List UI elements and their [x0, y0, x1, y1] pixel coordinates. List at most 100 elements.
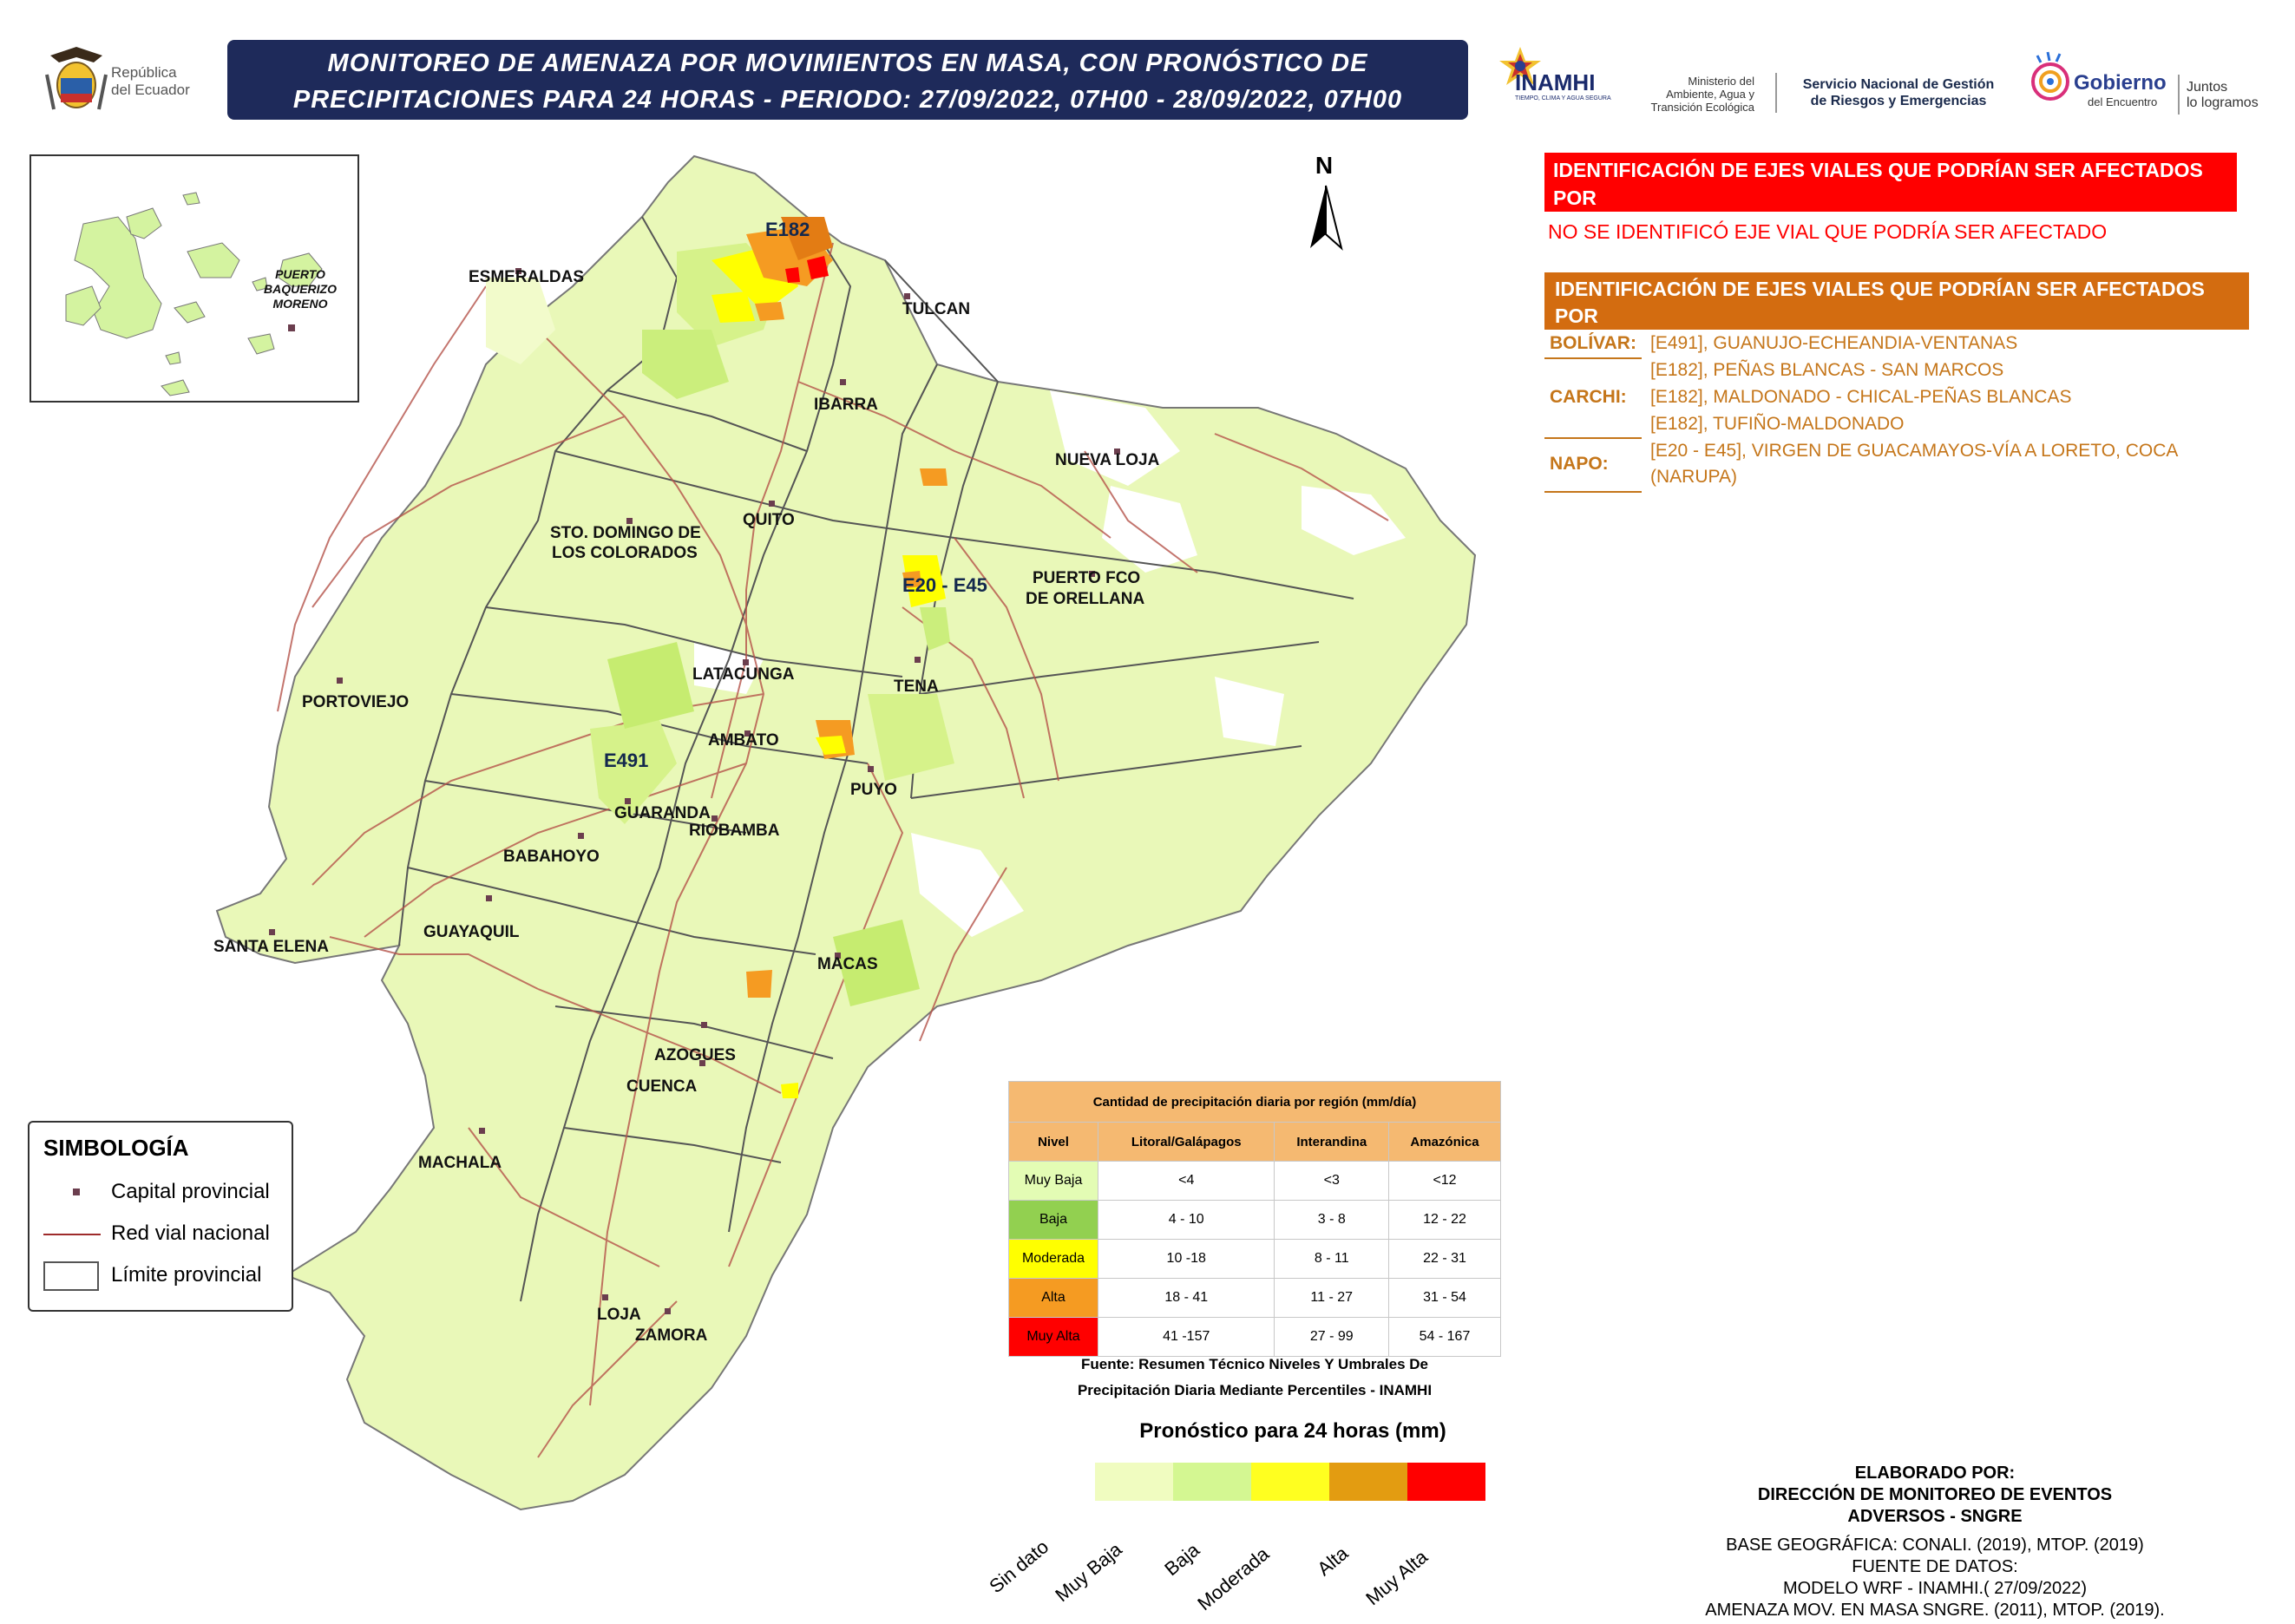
city-ambato: AMBATO — [708, 731, 779, 750]
alta-banner-line-2: MOVIMIENTOS EN MASA A CAUSA DE PRECIPITA… — [1555, 331, 2136, 354]
credits-bold-3: ADVERSOS - SNGRE — [1847, 1507, 2023, 1526]
credits-line-3: MODELO WRF - INAMHI.( 27/09/2022) — [1782, 1579, 2088, 1598]
table-header-interandina: Interandina — [1274, 1122, 1390, 1162]
separator — [1544, 437, 1642, 439]
city-riobamba: RIOBAMBA — [689, 822, 780, 840]
legend-capital: Capital provincial — [111, 1180, 270, 1203]
class-label: Sin dato — [985, 1536, 1053, 1598]
swatch-sin-dato — [1095, 1463, 1173, 1501]
legend-title: SIMBOLOGÍA — [43, 1135, 189, 1161]
republica-ecuador-logo: República del Ecuador — [42, 40, 215, 120]
precipitation-table: Cantidad de precipitación diaria por reg… — [1008, 1081, 1501, 1357]
amazonica-cell: <12 — [1388, 1161, 1501, 1201]
muy-alta-note: NO SE IDENTIFICÓ EJE VIAL QUE PODRÍA SER… — [1548, 220, 2108, 243]
city-santa-elena: SANTA ELENA — [213, 938, 329, 956]
table-source: Fuente: Resumen Técnico Niveles Y Umbral… — [1008, 1352, 1501, 1404]
legend-simbologia: SIMBOLOGÍA Capital provincial Red vial n… — [28, 1121, 293, 1312]
province-carchi: CARCHI: — [1550, 387, 1627, 407]
credits: ELABORADO POR: DIRECCIÓN DE MONITOREO DE… — [1666, 1463, 2204, 1621]
class-label: Baja — [1160, 1538, 1204, 1581]
inset-city-line-1: PUERTO — [275, 267, 325, 281]
galapagos-inset: PUERTO BAQUERIZO MORENO — [30, 154, 359, 403]
road-network — [277, 242, 1389, 1458]
inamhi-logo: INAMHI TIEMPO, CLIMA Y AGUA SEGURA — [1494, 45, 1611, 115]
nivel-cell: Baja — [1008, 1200, 1098, 1240]
litoral-cell: 18 - 41 — [1097, 1278, 1275, 1318]
logo-divider — [1775, 73, 1777, 113]
table-row: Baja 4 - 10 3 - 8 12 - 22 — [1008, 1200, 1501, 1240]
city-tena: TENA — [894, 678, 939, 696]
muy-alta-banner-line-2: MOVIMIENTOS EN MASA A CAUSA DE PRECIPITA… — [1553, 214, 2185, 237]
nivel-cell: Muy Alta — [1008, 1317, 1098, 1357]
route-bolivar-1: [E491], GUANUJO-ECHEANDIA-VENTANAS — [1650, 333, 2018, 353]
interandina-cell: 11 - 27 — [1274, 1278, 1390, 1318]
forecast-labels: Sin dato Muy Baja Baja Moderada Alta Muy… — [980, 1509, 1501, 1614]
road-label-e20-e45: E20 - E45 — [902, 574, 987, 596]
road-symbol-icon — [43, 1234, 101, 1235]
city-ibarra: IBARRA — [814, 396, 878, 414]
credits-line-4: AMENAZA MOV. EN MASA SNGRE. (2011), MTOP… — [1705, 1601, 2165, 1620]
sngre-logo: Servicio Nacional de Gestión de Riesgos … — [1794, 76, 2003, 109]
class-label: Muy Alta — [1361, 1545, 1432, 1610]
litoral-cell: 10 -18 — [1097, 1239, 1275, 1279]
table-header-nivel: Nivel — [1008, 1122, 1098, 1162]
city-nueva-loja: NUEVA LOJA — [1055, 451, 1160, 469]
logo-divider-2 — [2178, 75, 2180, 115]
city-puyo: PUYO — [850, 781, 897, 799]
city-azogues: AZOGUES — [654, 1046, 736, 1064]
coat-of-arms-icon — [45, 47, 108, 110]
separator — [1544, 491, 1642, 493]
table-row: Muy Baja <4 <3 <12 — [1008, 1161, 1501, 1201]
table-row: Muy Alta 41 -157 27 - 99 54 - 167 — [1008, 1317, 1501, 1357]
litoral-cell: 41 -157 — [1097, 1317, 1275, 1357]
interandina-cell: 8 - 11 — [1274, 1239, 1390, 1279]
city-loja: LOJA — [597, 1306, 641, 1324]
class-label: Moderada — [1193, 1542, 1274, 1615]
table-title: Cantidad de precipitación diaria por reg… — [1008, 1081, 1501, 1123]
nivel-cell: Alta — [1008, 1278, 1098, 1318]
inset-city-line-3: MORENO — [273, 297, 328, 311]
limit-symbol-icon — [43, 1261, 99, 1291]
city-babahoyo: BABAHOYO — [503, 848, 600, 866]
credits-bold-2: DIRECCIÓN DE MONITOREO DE EVENTOS — [1757, 1485, 2113, 1504]
forecast-legend-title: Pronóstico para 24 horas (mm) — [1139, 1419, 1446, 1443]
amazonica-cell: 31 - 54 — [1388, 1278, 1501, 1318]
sngre-line-1: Servicio Nacional de Gestión — [1802, 77, 1995, 92]
inamhi-star-icon — [1499, 47, 1541, 85]
city-macas: MACAS — [817, 955, 878, 973]
table-row: Moderada 10 -18 8 - 11 22 - 31 — [1008, 1239, 1501, 1279]
galapagos-map: PUERTO BAQUERIZO MORENO — [65, 192, 337, 396]
city-machala: MACHALA — [418, 1154, 502, 1172]
interandina-cell: <3 — [1274, 1161, 1390, 1201]
swatch-muy-baja — [1173, 1463, 1251, 1501]
route-napo-1: [E20 - E45], VIRGEN DE GUACAMAYOS-VÍA A … — [1650, 441, 2179, 461]
nivel-cell: Muy Baja — [1008, 1161, 1098, 1201]
fuente-line-2: Precipitación Diaria Mediante Percentile… — [1077, 1382, 1433, 1398]
city-guayaquil: GUAYAQUIL — [423, 923, 520, 941]
precipitation-patches — [486, 217, 954, 1098]
route-carchi-3: [E182], TUFIÑO-MALDONADO — [1650, 414, 1905, 434]
capital-markers — [269, 268, 1120, 1314]
province-bolivar: BOLÍVAR: — [1550, 333, 1636, 353]
litoral-cell: 4 - 10 — [1097, 1200, 1275, 1240]
city-tulcan: TULCAN — [902, 300, 970, 318]
del-encuentro-label: del Encuentro — [2088, 95, 2158, 108]
gobierno-label: Gobierno — [2074, 71, 2167, 95]
amazonica-cell: 54 - 167 — [1388, 1317, 1501, 1357]
interandina-cell: 27 - 99 — [1274, 1317, 1390, 1357]
city-los-colorados: LOS COLORADOS — [552, 544, 698, 562]
road-label-e491: E491 — [604, 750, 648, 771]
title-line-2: PRECIPITACIONES PARA 24 HORAS - PERIODO:… — [292, 86, 1403, 114]
city-puerto-fco: PUERTO FCO — [1033, 569, 1140, 587]
amazonica-cell: 12 - 22 — [1388, 1200, 1501, 1240]
muy-alta-banner: IDENTIFICACIÓN DE EJES VIALES QUE PODRÍA… — [1544, 153, 2237, 237]
route-carchi-1: [E182], PEÑAS BLANCAS - SAN MARCOS — [1650, 360, 2004, 380]
road-label-e182: E182 — [765, 219, 810, 240]
gobierno-logo: Gobierno del Encuentro — [2030, 50, 2169, 120]
credits-line-2: FUENTE DE DATOS: — [1852, 1557, 2018, 1576]
city-guaranda: GUARANDA — [614, 804, 711, 822]
capital-symbol-icon — [73, 1189, 80, 1195]
ministerio-line-2: Ambiente, Agua y — [1666, 88, 1754, 101]
class-label: Muy Baja — [1051, 1538, 1126, 1607]
